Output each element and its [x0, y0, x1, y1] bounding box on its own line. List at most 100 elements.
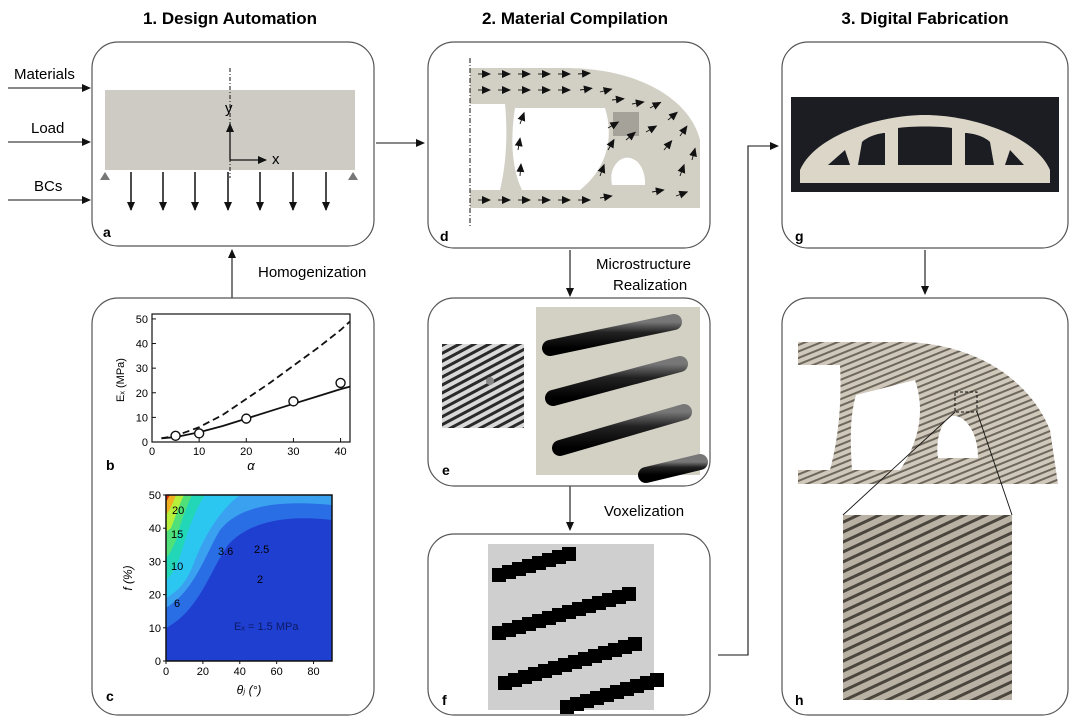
- chart-c-xtick-label: 80: [307, 666, 319, 678]
- contour-label-1-5: Eₓ = 1.5 MPa: [234, 621, 299, 633]
- panel-g: g: [781, 41, 1069, 249]
- contour-label-15: 15: [171, 529, 183, 541]
- orientation-arrows: [478, 69, 697, 204]
- chart-b-xtick-label: 30: [287, 446, 299, 458]
- input-materials: Materials: [14, 66, 75, 83]
- input-bcs: BCs: [34, 178, 62, 195]
- panel-letter-e: e: [442, 462, 450, 478]
- contour-20: [166, 495, 176, 515]
- orientation-arrow: [631, 99, 645, 108]
- chart-c-ytick-label: 40: [149, 523, 161, 535]
- orientation-arrow: [649, 101, 662, 110]
- chart-c-ytick-label: 30: [149, 556, 161, 568]
- panel-h: h: [781, 297, 1069, 716]
- orientation-arrow: [599, 87, 613, 95]
- panel-letter-a: a: [103, 224, 111, 240]
- chart-c-ytick-label: 0: [155, 656, 161, 668]
- label-homogenization: Homogenization: [258, 264, 366, 281]
- chart-b-solid-line: [161, 385, 351, 440]
- chart-b-data-point: [193, 428, 205, 439]
- orientation-arrow: [645, 125, 658, 134]
- orientation-arrow: [516, 163, 525, 177]
- label-microstructure-1: Microstructure: [596, 256, 691, 273]
- chart-c-xtick-label: 60: [271, 666, 283, 678]
- orientation-arrow: [663, 140, 673, 151]
- panel-f: f: [427, 533, 711, 716]
- section-header-design: 1. Design Automation: [143, 9, 317, 28]
- beam-hole-0: [470, 104, 507, 190]
- voxel-bands: [492, 547, 664, 714]
- panel-letter-b: b: [106, 457, 115, 473]
- part-hole-0: [798, 365, 841, 470]
- x-axis-label: x: [272, 151, 280, 168]
- contour-label-6: 6: [174, 598, 180, 610]
- contour-label-2-5: 2.5: [254, 544, 269, 556]
- orientation-arrow: [677, 163, 686, 177]
- chart-c-xlabel: θⱼ (°): [237, 683, 262, 697]
- orientation-arrow: [514, 137, 523, 151]
- orientation-arrow: [689, 147, 697, 161]
- chart-b-data-point: [335, 377, 346, 389]
- beam-hole-1: [512, 108, 609, 190]
- orientation-arrow: [517, 111, 526, 125]
- arrow-f-to-g: [718, 142, 779, 656]
- chart-c: 20 15 10 6 3.6 2.5 2 Eₓ = 1.5 MPa f (%) …: [106, 490, 333, 704]
- chart-b-ytick-label: 50: [136, 314, 148, 326]
- chart-b-ytick-label: 0: [142, 437, 148, 449]
- orientation-arrow: [625, 131, 636, 141]
- load-arrows: [127, 172, 330, 211]
- voxel-step: [650, 673, 664, 687]
- zoom-line-left: [842, 411, 956, 516]
- chart-b-frame: [151, 313, 351, 443]
- orientation-arrow: [679, 125, 688, 137]
- orientation-arrow: [607, 121, 620, 130]
- chart-b-xtick-label: 10: [193, 446, 205, 458]
- panel-d: d: [427, 41, 711, 249]
- chart-c-ytick-label: 10: [149, 623, 161, 635]
- voxel-step: [628, 637, 642, 651]
- right-support: [348, 172, 358, 180]
- chart-b-dashed-line: [161, 320, 351, 440]
- chart-b-data-point: [288, 396, 299, 407]
- orientation-arrow: [675, 190, 689, 199]
- orientation-arrow: [599, 193, 613, 202]
- part-hole-2: [937, 415, 978, 458]
- fiber-rods: [542, 314, 708, 483]
- y-axis-label: y: [225, 100, 233, 117]
- fiber-closeup: [843, 515, 1012, 700]
- chart-c-xtick-label: 0: [163, 666, 169, 678]
- panel-letter-d: d: [440, 228, 449, 244]
- panel-letter-c: c: [106, 688, 114, 704]
- panel-letter-f: f: [442, 692, 447, 708]
- chart-c-ytick-label: 20: [149, 590, 161, 602]
- input-load: Load: [31, 120, 64, 137]
- orientation-arrow: [606, 138, 615, 151]
- contour-label-2: 2: [257, 574, 263, 586]
- section-header-fabrication: 3. Digital Fabrication: [841, 9, 1008, 28]
- orientation-arrow: [597, 163, 606, 177]
- zoom-box: [954, 391, 978, 413]
- panel-e: e: [427, 297, 711, 487]
- zoom-spot: [486, 377, 494, 385]
- chart-b-data-point: [170, 430, 181, 442]
- chart-b-ylabel: Eₓ (MPa): [115, 358, 127, 402]
- chart-b-ytick-label: 20: [136, 388, 148, 400]
- chart-c-xtick-label: 40: [234, 666, 246, 678]
- contour-label-3-6: 3.6: [218, 546, 233, 558]
- voxel-step: [562, 547, 576, 561]
- beam-hole-2: [611, 157, 646, 185]
- chart-b-xtick-label: 20: [240, 446, 252, 458]
- chart-b-xlabel: α: [247, 458, 255, 473]
- contour-label-20: 20: [172, 505, 184, 517]
- chart-b: Eₓ (MPa) α b 0 10 20 30 40 0 10 20 30 40 50: [106, 313, 351, 473]
- heatmap-frame: [165, 494, 333, 662]
- chart-b-xtick-label: 0: [149, 446, 155, 458]
- contour-max: [166, 495, 170, 502]
- label-microstructure-2: Realization: [613, 277, 687, 294]
- label-voxelization: Voxelization: [604, 503, 684, 520]
- chart-b-data-point: [241, 413, 252, 424]
- left-support: [100, 172, 110, 180]
- orientation-arrow: [651, 187, 665, 196]
